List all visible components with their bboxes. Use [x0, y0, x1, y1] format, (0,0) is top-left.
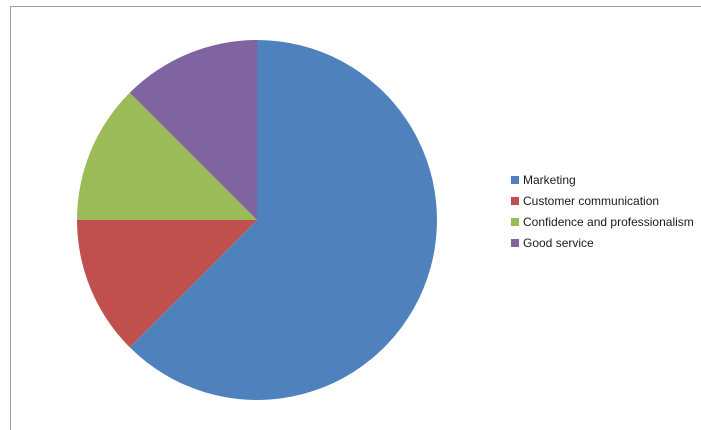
- pie-slice-customer-communication: [77, 220, 257, 348]
- pie-slice-marketing: [129, 40, 437, 400]
- legend-swatch: [511, 239, 519, 247]
- chart-legend: Marketing Customer communication Confide…: [511, 170, 694, 254]
- legend-swatch: [511, 197, 519, 205]
- legend-item-confidence-and-professionalism: Confidence and professionalism: [511, 212, 694, 232]
- legend-item-customer-communication: Customer communication: [511, 191, 694, 211]
- chart-frame-left-border: [10, 6, 11, 430]
- legend-item-good-service: Good service: [511, 233, 694, 253]
- legend-swatch: [511, 176, 519, 184]
- pie-slice-confidence-and-professionalism: [77, 92, 257, 220]
- legend-label: Confidence and professionalism: [523, 215, 694, 229]
- legend-label: Good service: [523, 236, 594, 250]
- legend-label: Marketing: [523, 173, 576, 187]
- legend-label: Customer communication: [523, 194, 660, 208]
- chart-frame-top-border: [10, 6, 701, 7]
- legend-item-marketing: Marketing: [511, 170, 694, 190]
- legend-swatch: [511, 218, 519, 226]
- pie-slice-good-service: [129, 40, 257, 220]
